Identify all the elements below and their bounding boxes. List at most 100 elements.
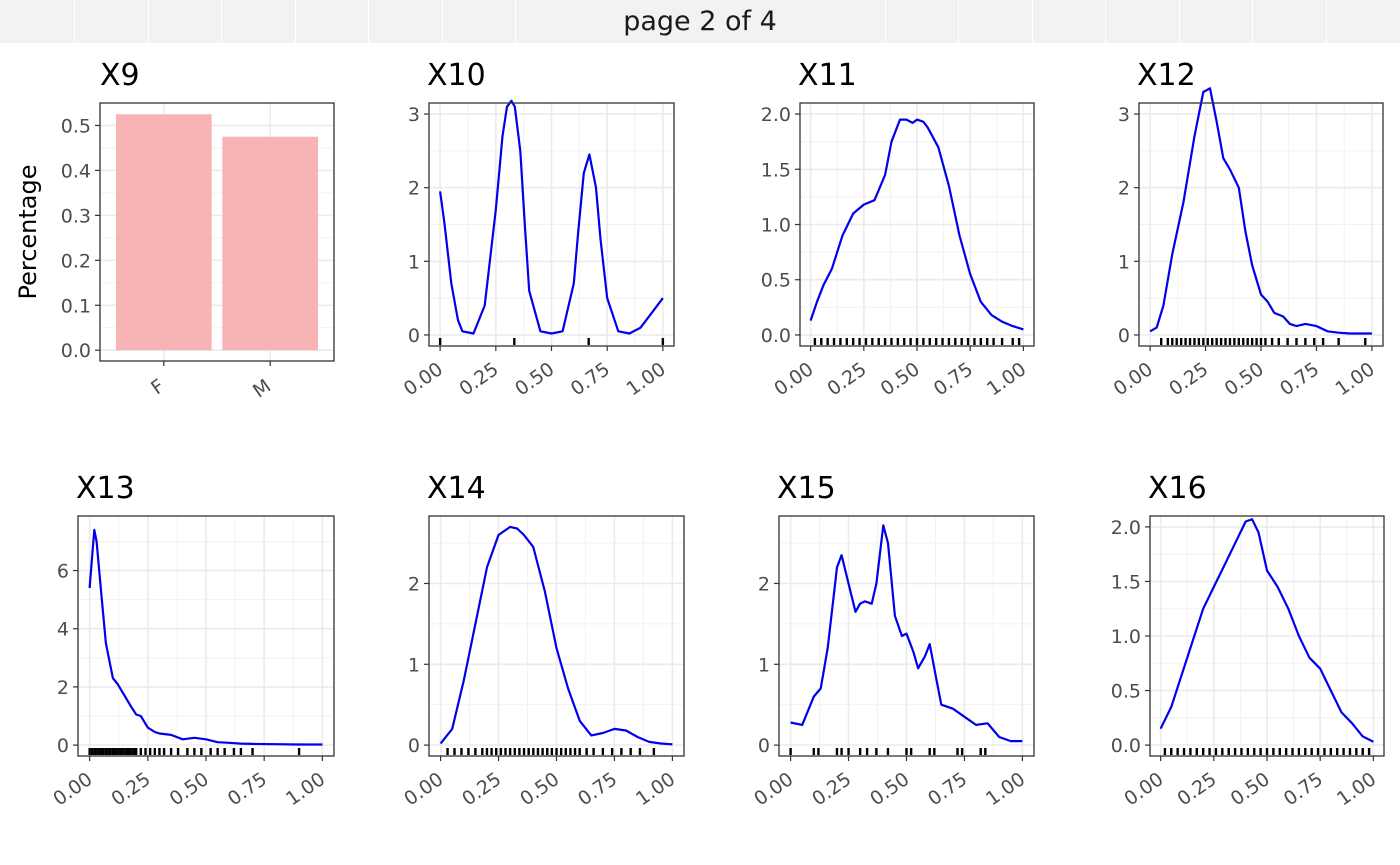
x-tick-label: 1.00 xyxy=(982,768,1029,810)
x-tick-label: 0.25 xyxy=(823,358,870,400)
page-indicator: page 2 of 4 xyxy=(623,6,777,37)
y-tick-label: 3 xyxy=(408,104,420,126)
x-tick-label: 0.25 xyxy=(107,768,154,810)
panel-border xyxy=(1149,515,1385,757)
x-tick-label: 0.25 xyxy=(1173,768,1220,810)
y-tick-label: 2 xyxy=(1118,178,1130,200)
y-tick-label: 0.0 xyxy=(761,325,791,347)
y-tick-label: 2 xyxy=(408,178,420,200)
y-tick-label: 0.3 xyxy=(61,205,91,227)
strip-divider xyxy=(295,0,296,43)
panel-border xyxy=(778,515,1035,757)
panel-title: X12 xyxy=(1137,58,1196,93)
y-tick-label: 0.4 xyxy=(61,160,91,182)
x-tick-label: 0.50 xyxy=(166,768,213,810)
x-tick-label: 1.00 xyxy=(983,358,1030,400)
y-tick-label: 0 xyxy=(57,735,69,757)
x-tick-label: 0.25 xyxy=(1165,358,1212,400)
x-tick-label: 0.00 xyxy=(400,768,447,810)
x-tick-label: 0.50 xyxy=(877,358,924,400)
x-tick-label: 1.00 xyxy=(1333,768,1380,810)
strip-divider xyxy=(515,0,516,43)
density-line xyxy=(88,528,323,746)
y-tick-label: 2 xyxy=(57,677,69,699)
y-tick-label: 0 xyxy=(1118,325,1130,347)
panel-border xyxy=(99,102,335,362)
x-tick-label: 0.00 xyxy=(1110,358,1157,400)
bar-F xyxy=(115,114,212,351)
y-tick-label: 2.0 xyxy=(761,104,791,126)
y-tick-label: 0 xyxy=(408,735,420,757)
x-tick-label: 0.00 xyxy=(1120,768,1167,810)
density-line xyxy=(790,524,1023,743)
x-tick-label: 1.00 xyxy=(282,768,329,810)
y-tick-label: 0.0 xyxy=(1111,735,1141,757)
y-tick-label: 1 xyxy=(1118,251,1130,273)
x-tick-label: 0.75 xyxy=(930,358,977,400)
strip-divider xyxy=(221,0,222,43)
panel-border xyxy=(1138,102,1384,347)
panel-border xyxy=(428,102,675,347)
strip-divider xyxy=(1105,0,1106,43)
y-tick-label: 1.5 xyxy=(761,159,791,181)
strip-divider xyxy=(442,0,443,43)
strip-divider xyxy=(368,0,369,43)
x-tick-label: 0.75 xyxy=(567,358,614,400)
x-tick-label: 0.75 xyxy=(1280,768,1327,810)
y-tick-label: 0.0 xyxy=(61,340,91,362)
panel-title: X13 xyxy=(76,471,135,506)
y-tick-label: 1 xyxy=(408,251,420,273)
x-tick-label: 0.75 xyxy=(1276,358,1323,400)
y-tick-label: 0 xyxy=(758,735,770,757)
x-tick-label: 0.50 xyxy=(511,358,558,400)
strip-divider xyxy=(1179,0,1180,43)
x-tick-label: 1.00 xyxy=(632,768,679,810)
panel-title: X14 xyxy=(427,471,486,506)
y-tick-label: 2.0 xyxy=(1111,517,1141,539)
y-tick-label: 1.0 xyxy=(761,215,791,237)
density-line xyxy=(439,525,673,746)
strip-divider xyxy=(958,0,959,43)
x-tick-label: 0.25 xyxy=(455,358,502,400)
y-tick-label: 2 xyxy=(408,573,420,595)
strip-divider xyxy=(1252,0,1253,43)
y-tick-label: 6 xyxy=(57,561,69,583)
y-tick-label: 1.0 xyxy=(1111,626,1141,648)
y-tick-label: 0.2 xyxy=(61,250,91,272)
strip-divider xyxy=(74,0,75,43)
y-tick-label: 1 xyxy=(758,654,770,676)
x-tick-label: 1.00 xyxy=(1331,358,1378,400)
x-tick-label: 0.00 xyxy=(400,358,447,400)
panel-border xyxy=(77,515,335,757)
x-tick-label: 0.75 xyxy=(224,768,271,810)
x-tick-label: 0.25 xyxy=(458,768,505,810)
x-tick-label: 0.50 xyxy=(1221,358,1268,400)
bar-M xyxy=(222,136,319,351)
panel-title: X9 xyxy=(100,58,140,93)
y-tick-label: 0.5 xyxy=(1111,681,1141,703)
strip-divider xyxy=(148,0,149,43)
panel-title: X16 xyxy=(1148,471,1207,506)
x-tick-label: 0.75 xyxy=(924,768,971,810)
x-tick-label: 0.25 xyxy=(808,768,855,810)
density-line xyxy=(1159,518,1374,743)
x-tick-label: M xyxy=(249,375,275,402)
x-tick-label: 1.00 xyxy=(622,358,669,400)
x-tick-label: 0.50 xyxy=(1227,768,1274,810)
y-tick-label: 1.5 xyxy=(1111,571,1141,593)
panel-title: X11 xyxy=(798,58,857,93)
x-tick-label: F xyxy=(147,375,169,399)
density-line xyxy=(439,99,664,335)
y-tick-label: 2 xyxy=(758,573,770,595)
density-line xyxy=(1149,87,1372,335)
page-header-strip: page 2 of 4 xyxy=(0,0,1400,43)
x-tick-label: 0.50 xyxy=(516,768,563,810)
x-tick-label: 0.00 xyxy=(770,358,817,400)
y-axis-title: Percentage xyxy=(14,164,42,299)
strip-divider xyxy=(1326,0,1327,43)
density-line xyxy=(809,118,1024,331)
x-tick-label: 0.50 xyxy=(866,768,913,810)
y-tick-label: 4 xyxy=(57,619,69,641)
panel-title: X15 xyxy=(777,471,836,506)
y-tick-label: 0.1 xyxy=(61,295,91,317)
